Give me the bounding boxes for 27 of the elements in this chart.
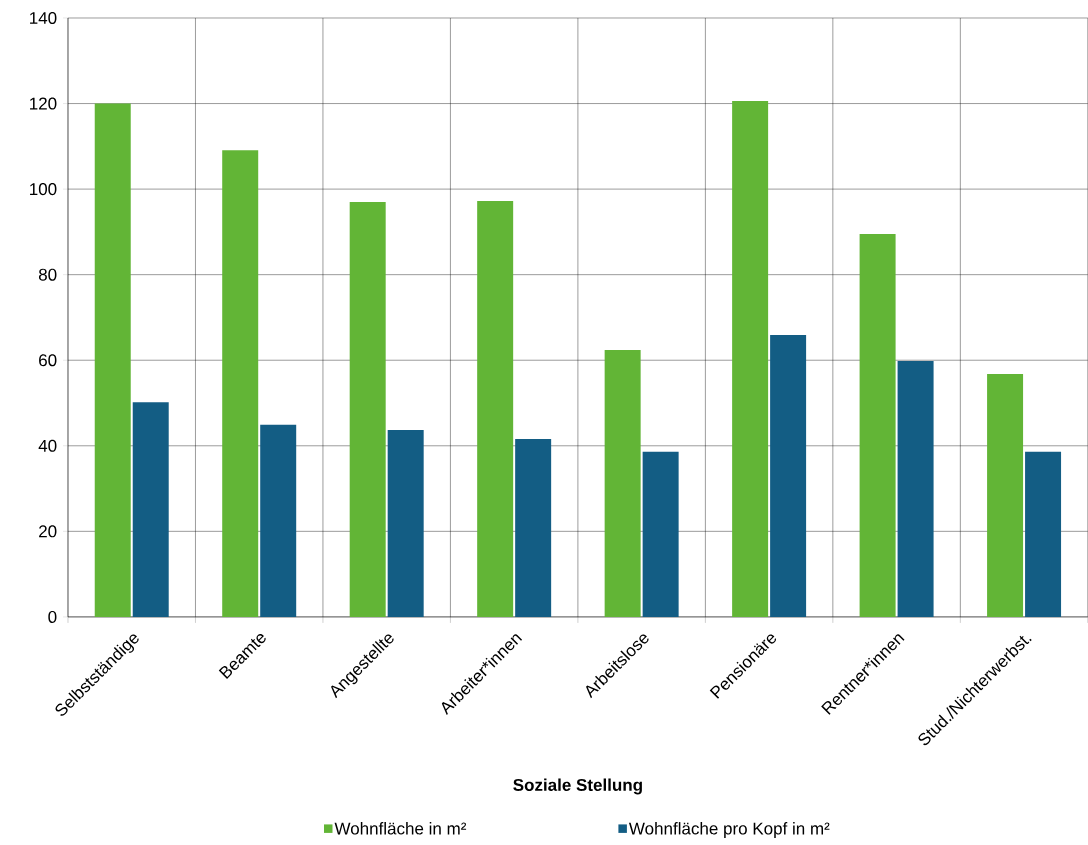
- bar: [1025, 451, 1062, 617]
- bar: [515, 439, 552, 617]
- bar: [94, 103, 131, 617]
- bar: [477, 201, 514, 617]
- x-axis-title: Soziale Stellung: [513, 778, 642, 795]
- y-tick-label: 80: [38, 268, 57, 281]
- bar: [604, 350, 641, 617]
- bar: [132, 402, 169, 617]
- bar: [260, 424, 297, 617]
- y-tick-label: 40: [38, 439, 57, 452]
- legend-label: Wohnfläche in m²: [334, 822, 467, 835]
- y-tick-label: 120: [30, 97, 57, 110]
- bar: [897, 361, 934, 617]
- legend-label: Wohnfläche pro Kopf in m²: [628, 822, 830, 838]
- bar: [387, 430, 424, 617]
- bar: [859, 234, 896, 617]
- bar: [642, 451, 679, 617]
- y-tick-label: 20: [39, 525, 57, 538]
- bar: [987, 373, 1024, 617]
- y-tick-label: 100: [30, 183, 57, 196]
- bar: [770, 335, 807, 617]
- bar: [349, 202, 386, 617]
- bar: [732, 101, 769, 617]
- y-tick-label: 0: [48, 610, 57, 623]
- y-tick-label: 60: [39, 354, 57, 367]
- y-tick-label: 140: [30, 12, 57, 25]
- bar: [222, 150, 259, 617]
